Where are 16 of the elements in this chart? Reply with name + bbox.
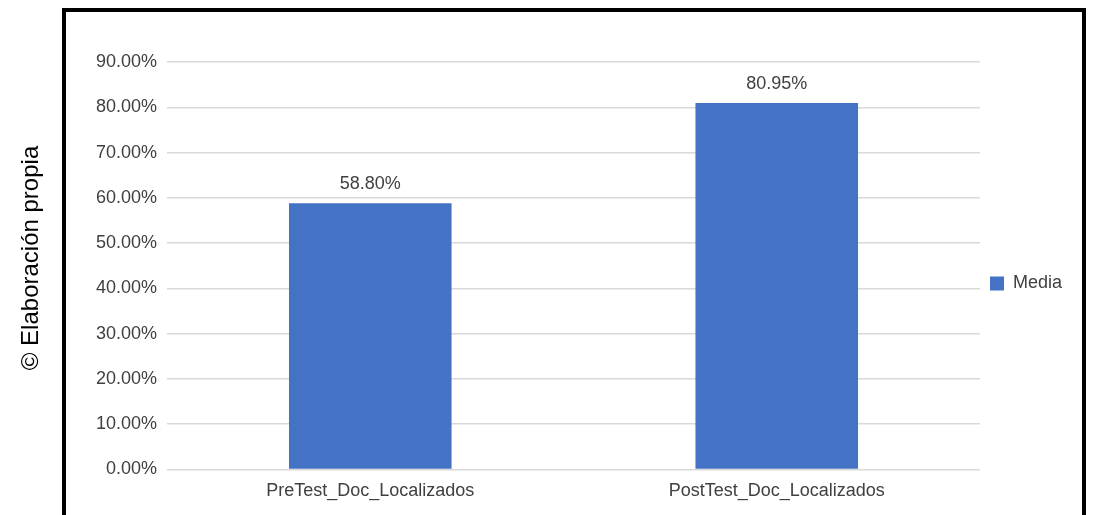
legend-label: Media — [1012, 272, 1063, 293]
x-tick-label: PostTest_Doc_Localizados — [668, 480, 885, 502]
y-tick-label: 10.00% — [95, 413, 158, 434]
y-tick-label: 30.00% — [95, 322, 158, 343]
text: © Elaboración propia — [16, 145, 44, 370]
y-tick-label: 0.00% — [106, 458, 158, 479]
y-tick-label: 90.00% — [95, 50, 158, 71]
x-tick-label: PreTest_Doc_Localizados — [266, 480, 475, 502]
y-tick-label: 60.00% — [95, 186, 158, 207]
y-tick-label: 20.00% — [95, 367, 158, 388]
data-label: 58.80% — [339, 173, 401, 194]
y-tick-label: 40.00% — [95, 277, 158, 298]
y-tick-label: 70.00% — [95, 141, 158, 162]
data-label: 80.95% — [746, 72, 808, 93]
y-tick-label: 80.00% — [95, 96, 158, 117]
y-tick-label: 50.00% — [95, 232, 158, 253]
